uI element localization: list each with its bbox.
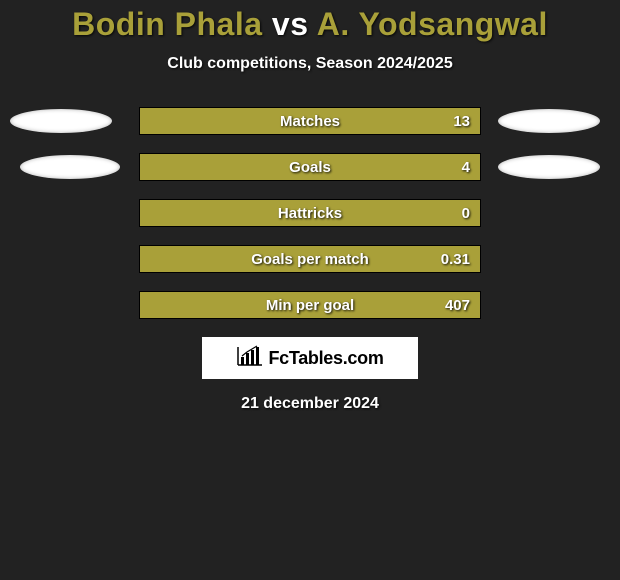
stat-bar: Hattricks 0 xyxy=(139,199,481,227)
stat-bar: Goals 4 xyxy=(139,153,481,181)
stat-bar-fill xyxy=(140,108,480,134)
page-title: Bodin Phala vs A. Yodsangwal xyxy=(0,6,620,43)
player1-photo-placeholder xyxy=(10,109,112,133)
player2-photo-placeholder xyxy=(498,109,600,133)
stat-bar-fill xyxy=(140,154,480,180)
stat-row: Min per goal 407 xyxy=(0,291,620,319)
bar-chart-icon xyxy=(236,345,264,372)
title-vs: vs xyxy=(272,6,309,42)
stat-row: Hattricks 0 xyxy=(0,199,620,227)
stat-bar-fill xyxy=(140,200,480,226)
stat-bar: Matches 13 xyxy=(139,107,481,135)
source-logo: FcTables.com xyxy=(202,337,418,379)
title-player1: Bodin Phala xyxy=(72,6,262,42)
stat-bar: Min per goal 407 xyxy=(139,291,481,319)
comparison-bars: Matches 13 Goals 4 Hattricks 0 xyxy=(0,107,620,319)
stat-row: Matches 13 xyxy=(0,107,620,135)
title-player2: A. Yodsangwal xyxy=(317,6,548,42)
player1-photo-placeholder xyxy=(20,155,120,179)
stat-bar-fill xyxy=(140,292,480,318)
stat-row: Goals 4 xyxy=(0,153,620,181)
subtitle: Club competitions, Season 2024/2025 xyxy=(0,55,620,73)
stat-bar: Goals per match 0.31 xyxy=(139,245,481,273)
comparison-card: Bodin Phala vs A. Yodsangwal Club compet… xyxy=(0,0,620,413)
source-logo-text: FcTables.com xyxy=(268,348,383,369)
stat-bar-fill xyxy=(140,246,480,272)
player2-photo-placeholder xyxy=(498,155,600,179)
footer-date: 21 december 2024 xyxy=(0,395,620,413)
stat-row: Goals per match 0.31 xyxy=(0,245,620,273)
